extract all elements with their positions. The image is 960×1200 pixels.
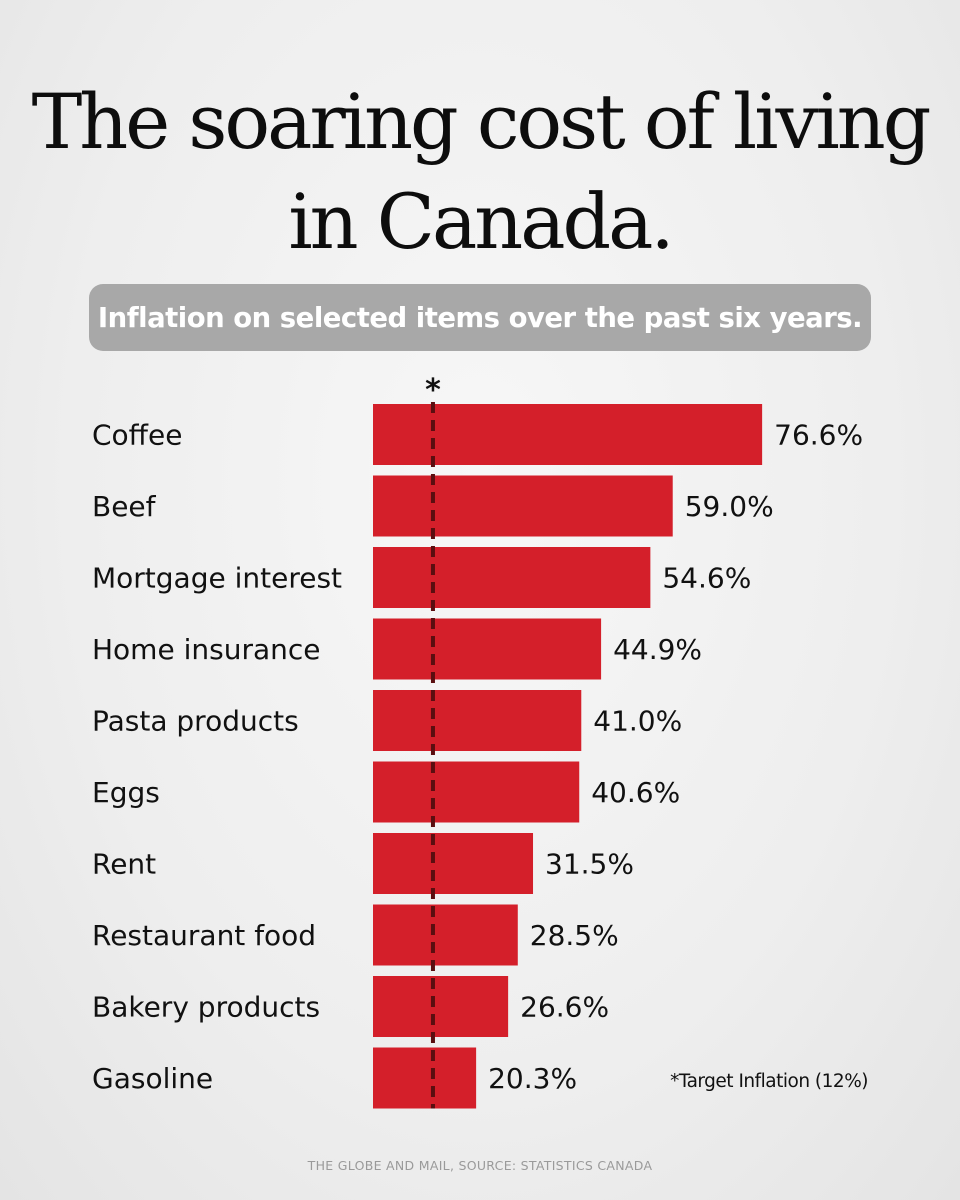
category-label: Restaurant food	[92, 919, 316, 952]
category-label: Gasoline	[92, 1062, 213, 1095]
value-label: 76.6%	[774, 419, 863, 452]
bar-bakery-products	[373, 976, 509, 1037]
value-label: 26.6%	[520, 991, 609, 1024]
value-label: 28.5%	[530, 919, 619, 952]
source-credit: THE GLOBE AND MAIL, SOURCE: STATISTICS C…	[307, 1158, 653, 1173]
category-label: Beef	[92, 490, 157, 523]
target-inflation-note: *Target Inflation (12%)	[670, 1071, 868, 1092]
value-label: 41.0%	[593, 705, 682, 738]
value-label: 44.9%	[613, 633, 702, 666]
bar-pasta-products	[373, 690, 582, 751]
value-label: 20.3%	[488, 1062, 577, 1095]
chart-subtitle: Inflation on selected items over the pas…	[97, 301, 863, 334]
category-label: Coffee	[92, 419, 182, 452]
category-label: Home insurance	[92, 633, 320, 666]
bar-coffee	[373, 404, 763, 465]
category-label: Rent	[92, 848, 156, 881]
target-inflation-marker: *	[425, 373, 441, 408]
value-label: 31.5%	[545, 848, 634, 881]
bar-restaurant-food	[373, 904, 518, 966]
value-label: 54.6%	[662, 562, 751, 595]
chart-title-line-2: in Canada.	[288, 177, 674, 266]
value-label: 40.6%	[591, 776, 680, 809]
chart-title-line-1: The soaring cost of living	[31, 77, 932, 166]
bar-mortgage-interest	[373, 547, 651, 608]
bar-eggs	[373, 761, 580, 823]
value-label: 59.0%	[685, 490, 774, 523]
category-label: Mortgage interest	[92, 562, 342, 595]
bar-home-insurance	[373, 618, 602, 680]
subtitle-pill: Inflation on selected items over the pas…	[89, 284, 871, 351]
category-label: Bakery products	[92, 991, 320, 1024]
chart-title: The soaring cost of living in Canada.	[0, 72, 960, 272]
bar-gasoline	[373, 1047, 477, 1109]
bar-beef	[373, 475, 673, 537]
category-label: Eggs	[92, 776, 160, 809]
category-label: Pasta products	[92, 705, 299, 738]
bar-rent	[373, 833, 534, 894]
